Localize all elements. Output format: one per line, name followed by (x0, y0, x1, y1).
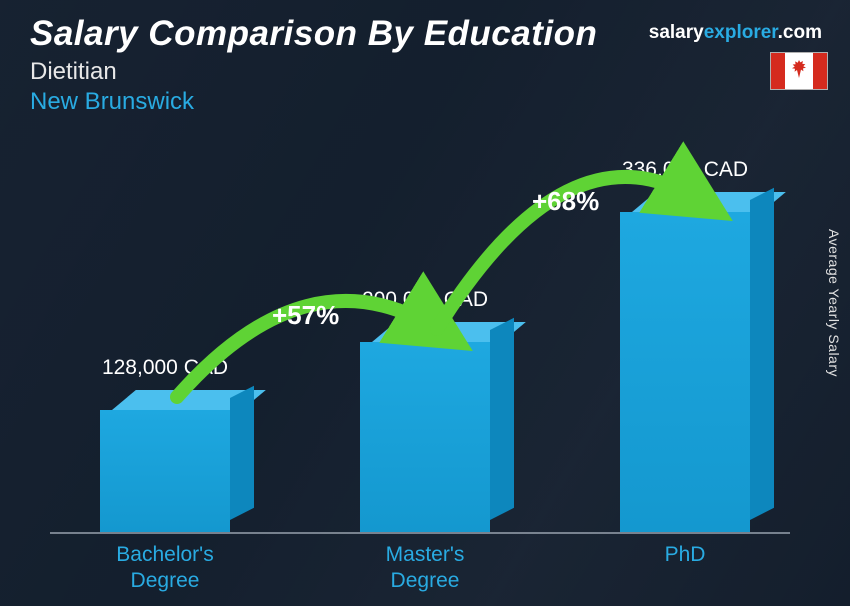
bar (100, 410, 230, 532)
y-axis-label: Average Yearly Salary (826, 229, 842, 377)
subtitle-occupation: Dietitian (30, 58, 597, 86)
bar-chart: 128,000 CADBachelor'sDegree 200,000 CADMa… (50, 154, 790, 534)
bar-group: 128,000 CADBachelor'sDegree (90, 410, 240, 532)
brand-logo-text: salaryexplorer.com (649, 22, 822, 44)
bar (360, 342, 490, 532)
brand-part3: .com (778, 22, 822, 43)
canada-flag-icon (770, 52, 828, 90)
page-title: Salary Comparison By Education (30, 14, 597, 54)
increase-pct-label: +68% (532, 186, 599, 217)
bar-front (360, 342, 490, 532)
bar-side-face (490, 318, 514, 520)
bar-front (100, 410, 230, 532)
bar-front (620, 212, 750, 532)
bar-group: 200,000 CADMaster'sDegree (350, 342, 500, 532)
header: Salary Comparison By Education Dietitian… (30, 14, 597, 116)
bar-value-label: 336,000 CAD (585, 158, 785, 182)
bar-category-label: Master'sDegree (325, 542, 525, 595)
bar-category-label: PhD (585, 542, 785, 568)
bar-group: 336,000 CADPhD (610, 212, 760, 532)
bar-category-label: Bachelor'sDegree (65, 542, 265, 595)
bar-side-face (230, 386, 254, 520)
bar-value-label: 200,000 CAD (325, 288, 525, 312)
bar-value-label: 128,000 CAD (65, 356, 265, 380)
bar (620, 212, 750, 532)
brand-part1: salary (649, 22, 704, 43)
brand-part2: explorer (704, 22, 778, 43)
increase-pct-label: +57% (272, 300, 339, 331)
subtitle-region: New Brunswick (30, 88, 597, 116)
bar-side-face (750, 188, 774, 520)
